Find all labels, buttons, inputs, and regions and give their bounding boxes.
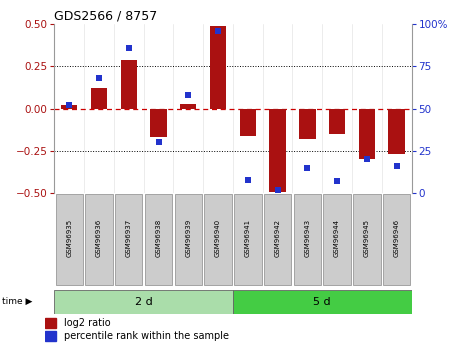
Point: [393, 164, 401, 169]
Point: [214, 28, 222, 34]
Text: time ▶: time ▶: [2, 297, 33, 306]
Text: GSM96937: GSM96937: [126, 219, 132, 257]
Point: [304, 165, 311, 170]
Bar: [240, 109, 256, 136]
Bar: [299, 109, 315, 139]
FancyBboxPatch shape: [264, 194, 291, 285]
FancyBboxPatch shape: [324, 194, 351, 285]
Text: GSM96942: GSM96942: [275, 219, 280, 257]
Point: [333, 179, 341, 184]
Bar: [210, 26, 226, 109]
FancyBboxPatch shape: [145, 194, 172, 285]
Point: [65, 102, 73, 108]
Bar: [270, 109, 286, 191]
Text: GSM96946: GSM96946: [394, 219, 400, 257]
Bar: [45, 318, 56, 328]
Bar: [359, 109, 375, 159]
FancyBboxPatch shape: [234, 194, 262, 285]
Point: [184, 92, 192, 98]
FancyBboxPatch shape: [383, 194, 410, 285]
Bar: [61, 105, 78, 109]
Text: GSM96943: GSM96943: [304, 219, 310, 257]
FancyBboxPatch shape: [204, 194, 232, 285]
Point: [95, 76, 103, 81]
Point: [125, 45, 132, 51]
FancyBboxPatch shape: [175, 194, 202, 285]
FancyBboxPatch shape: [353, 194, 381, 285]
Text: GSM96941: GSM96941: [245, 219, 251, 257]
Point: [274, 187, 281, 193]
Bar: [329, 109, 345, 134]
Bar: [121, 60, 137, 109]
FancyBboxPatch shape: [85, 194, 113, 285]
Text: 5 d: 5 d: [314, 297, 331, 307]
FancyBboxPatch shape: [54, 290, 233, 314]
Text: GSM96940: GSM96940: [215, 219, 221, 257]
Text: 2 d: 2 d: [135, 297, 153, 307]
Bar: [388, 109, 405, 154]
Text: GSM96935: GSM96935: [66, 219, 72, 257]
FancyBboxPatch shape: [115, 194, 142, 285]
Bar: [45, 331, 56, 341]
Bar: [180, 104, 196, 109]
Point: [155, 140, 162, 145]
Bar: [91, 88, 107, 109]
FancyBboxPatch shape: [233, 290, 412, 314]
FancyBboxPatch shape: [294, 194, 321, 285]
Text: GDS2566 / 8757: GDS2566 / 8757: [54, 10, 158, 23]
Point: [244, 177, 252, 183]
Text: GSM96938: GSM96938: [156, 219, 162, 257]
FancyBboxPatch shape: [56, 194, 83, 285]
Text: log2 ratio: log2 ratio: [63, 318, 110, 328]
Bar: [150, 109, 167, 137]
Text: GSM96944: GSM96944: [334, 219, 340, 257]
Text: GSM96939: GSM96939: [185, 219, 191, 257]
Text: GSM96945: GSM96945: [364, 219, 370, 257]
Text: percentile rank within the sample: percentile rank within the sample: [63, 331, 228, 341]
Text: GSM96936: GSM96936: [96, 219, 102, 257]
Point: [363, 157, 371, 162]
